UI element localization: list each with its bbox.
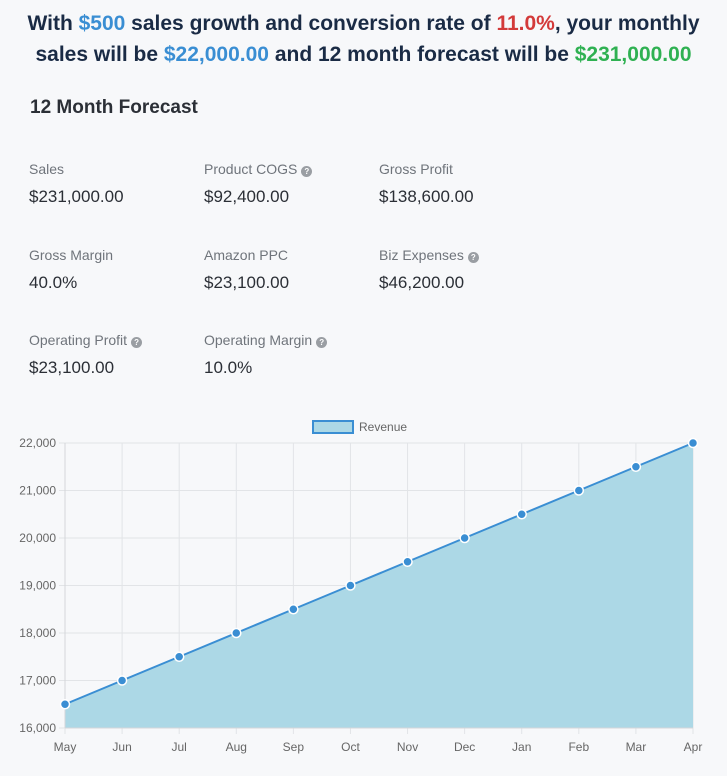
question-circle-icon[interactable]: ?	[131, 337, 143, 348]
forecast-total-value: $231,000.00	[574, 43, 692, 66]
x-tick-label: Aug	[226, 740, 247, 754]
data-point[interactable]	[687, 437, 699, 449]
y-tick-label: 18,000	[19, 626, 56, 640]
metric-gross-profit: Gross Profit $138,600.00	[379, 160, 549, 207]
revenue-line	[64, 442, 694, 706]
metric-label: Biz Expenses	[379, 247, 464, 263]
metric-label: Gross Margin	[29, 247, 114, 263]
data-point[interactable]	[345, 580, 356, 591]
x-tick-label: May	[54, 740, 77, 754]
x-tick-label: Jul	[172, 740, 187, 754]
metric-sales: Sales $231,000.00	[29, 160, 199, 207]
data-point[interactable]	[573, 485, 585, 496]
y-tick-label: 20,000	[19, 531, 56, 545]
forecast-section-title: 12 Month Forecast	[30, 97, 198, 118]
x-tick-label: Jan	[512, 740, 531, 754]
legend-swatch	[312, 420, 354, 434]
y-tick-label: 19,000	[19, 579, 56, 593]
metric-label: Amazon PPC	[204, 247, 289, 263]
y-tick-label: 16,000	[19, 721, 56, 735]
metric-value: $23,100.00	[204, 273, 290, 292]
metric-operating-margin: Operating Margin? 10.0%	[204, 331, 374, 378]
headline-text-4: and 12 month forecast will be	[268, 43, 575, 66]
data-point[interactable]	[59, 699, 71, 710]
metric-value: 10.0%	[204, 358, 253, 377]
x-tick-label: Oct	[341, 740, 360, 754]
metric-operating-profit: Operating Profit? $23,100.00	[29, 331, 199, 378]
metric-biz-expenses: Biz Expenses? $46,200.00	[379, 246, 549, 293]
data-point[interactable]	[116, 675, 128, 686]
metric-value: $138,600.00	[379, 187, 474, 206]
x-tick-label: Dec	[454, 740, 475, 754]
metric-product-cogs: Product COGS? $92,400.00	[204, 160, 374, 207]
summary-headline: With $500 sales growth and conversion ra…	[0, 8, 727, 70]
data-point[interactable]	[459, 532, 470, 544]
question-circle-icon[interactable]: ?	[301, 166, 313, 177]
x-tick-label: Apr	[684, 740, 703, 754]
sales-growth-value: $500	[78, 12, 126, 35]
data-point[interactable]	[402, 556, 413, 567]
metric-value: $23,100.00	[29, 358, 115, 377]
headline-text-1: With	[27, 12, 79, 35]
data-point[interactable]	[173, 651, 185, 662]
metric-label: Product COGS	[204, 161, 298, 177]
metric-value: $92,400.00	[204, 187, 290, 206]
revenue-area	[65, 443, 693, 728]
x-tick-label: Mar	[626, 740, 647, 754]
metric-label: Sales	[29, 161, 65, 177]
y-tick-label: 22,000	[19, 436, 56, 450]
metric-value: 40.0%	[29, 273, 78, 292]
legend-label[interactable]: Revenue	[359, 420, 407, 434]
x-tick-label: Sep	[283, 740, 305, 754]
question-circle-icon[interactable]: ?	[316, 337, 328, 348]
metric-value: $231,000.00	[29, 187, 124, 206]
monthly-sales-value: $22,000.00	[163, 43, 269, 66]
question-circle-icon[interactable]: ?	[467, 252, 479, 263]
headline-text-2: sales growth and conversion rate of	[125, 12, 497, 35]
metric-label: Gross Profit	[379, 161, 453, 177]
data-point[interactable]	[630, 461, 642, 472]
revenue-chart: 16,000 17,000 18,000 19,000 20,000 21,000 22,0…	[19, 420, 703, 754]
conversion-rate-value: 11.0%	[496, 12, 555, 35]
x-tick-label: Feb	[568, 740, 589, 754]
y-tick-label: 17,000	[19, 674, 56, 688]
headline-text-3: , your monthly sales will be	[35, 12, 700, 66]
metric-amazon-ppc: Amazon PPC $23,100.00	[204, 246, 374, 293]
x-tick-label: Nov	[397, 740, 418, 754]
y-tick-label: 21,000	[19, 484, 56, 498]
metric-label: Operating Margin	[204, 332, 313, 348]
x-tick-label: Jun	[112, 740, 131, 754]
metric-value: $46,200.00	[379, 273, 465, 292]
metric-label: Operating Profit	[29, 332, 128, 348]
data-point[interactable]	[288, 604, 299, 615]
data-point[interactable]	[231, 627, 242, 639]
metric-gross-margin: Gross Margin 40.0%	[29, 246, 199, 293]
data-point[interactable]	[516, 509, 527, 520]
